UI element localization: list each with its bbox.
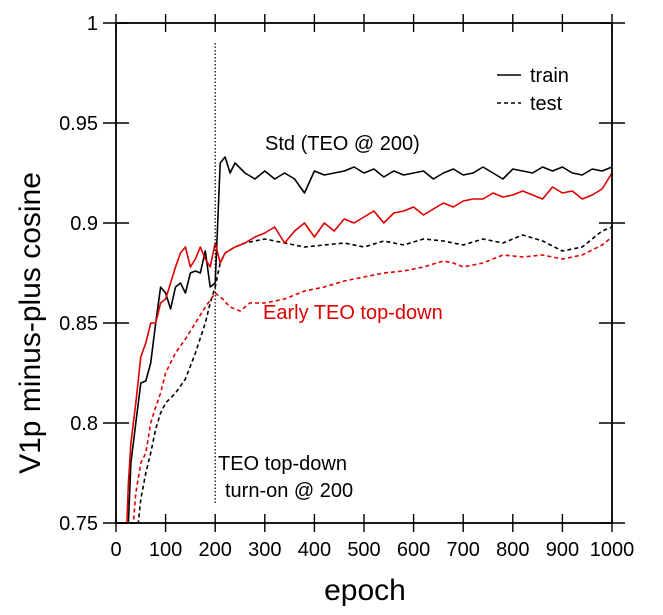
- legend: train test: [497, 65, 569, 115]
- y-tick-label: 0.8: [70, 413, 98, 435]
- series-line-std-test: [116, 226, 613, 524]
- x-tick-labels: 0 100 200 300 400 500 600 700 800 900 1000: [110, 539, 634, 561]
- x-tick-label: 100: [149, 539, 182, 561]
- legend-train-label: train: [530, 65, 569, 87]
- x-tick-label: 500: [347, 539, 380, 561]
- x-tick-label: 200: [199, 539, 232, 561]
- y-tick-label: 0.95: [59, 113, 98, 135]
- y-tick-label: 0.85: [59, 313, 98, 335]
- y-tick-label: 1: [87, 13, 98, 35]
- y-tick-label: 0.75: [59, 513, 98, 535]
- series-lines: [116, 156, 613, 524]
- plot-frame: [115, 22, 613, 524]
- legend-test-label: test: [530, 93, 563, 115]
- x-tick-label: 900: [546, 539, 579, 561]
- x-tick-label: 1000: [590, 539, 635, 561]
- x-tick-label: 400: [298, 539, 331, 561]
- x-axis-label: epoch: [324, 574, 406, 607]
- series-line-early-train: [116, 172, 613, 524]
- series-line-early-test: [116, 236, 613, 524]
- x-tick-label: 300: [248, 539, 281, 561]
- y-tick-labels: 0.75 0.8 0.85 0.9 0.95 1: [59, 13, 98, 535]
- annotation-early: Early TEO top-down: [263, 302, 443, 324]
- x-tick-label: 800: [496, 539, 529, 561]
- annotation-turn-on-line1: TEO top-down: [218, 453, 347, 475]
- y-tick-label: 0.9: [70, 213, 98, 235]
- y-axis-label: V1p minus-plus cosine: [14, 172, 47, 474]
- annotation-turn-on-line2: turn-on @ 200: [225, 480, 353, 502]
- annotation-std: Std (TEO @ 200): [265, 133, 420, 155]
- x-tick-label: 0: [110, 539, 121, 561]
- x-tick-label: 600: [397, 539, 430, 561]
- axis-ticks: [103, 14, 625, 532]
- x-tick-label: 700: [447, 539, 480, 561]
- series-line-std-train: [116, 156, 613, 524]
